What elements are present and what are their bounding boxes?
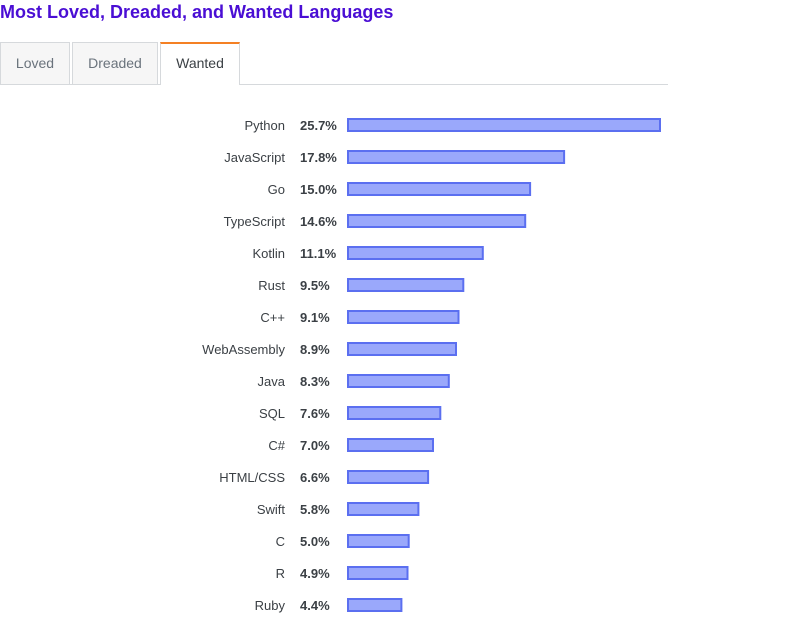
bar: [347, 438, 434, 452]
category-label: JavaScript: [224, 150, 285, 165]
bar: [347, 278, 465, 292]
value-label: 17.8%: [300, 150, 337, 165]
bar: [347, 342, 457, 356]
bar: [347, 406, 442, 420]
bar: [347, 310, 460, 324]
value-label: 5.0%: [300, 534, 330, 549]
page-title: Most Loved, Dreaded, and Wanted Language…: [0, 2, 394, 22]
category-label: Kotlin: [252, 246, 285, 261]
bar: [347, 150, 566, 164]
category-label: HTML/CSS: [219, 470, 285, 485]
value-label: 9.5%: [300, 278, 330, 293]
tab-bar: Loved Dreaded Wanted: [0, 42, 668, 85]
bar: [347, 214, 527, 228]
category-label: C#: [268, 438, 285, 453]
value-label: 7.0%: [300, 438, 330, 453]
bar: [347, 470, 430, 484]
category-label: Java: [258, 374, 286, 389]
value-label: 14.6%: [300, 214, 337, 229]
category-label: Ruby: [255, 598, 286, 613]
tab-dreaded[interactable]: Dreaded: [72, 42, 158, 84]
value-label: 25.7%: [300, 118, 337, 133]
bar: [347, 502, 420, 516]
tab-wanted[interactable]: Wanted: [160, 42, 240, 85]
category-label: Go: [268, 182, 285, 197]
value-label: 7.6%: [300, 406, 330, 421]
category-label: Python: [245, 118, 285, 133]
category-label: C++: [260, 310, 285, 325]
value-label: 9.1%: [300, 310, 330, 325]
value-label: 5.8%: [300, 502, 330, 517]
bar: [347, 566, 409, 580]
category-label: C: [276, 534, 285, 549]
category-label: Swift: [257, 502, 286, 517]
value-label: 4.4%: [300, 598, 330, 613]
category-label: Rust: [258, 278, 285, 293]
bar: [347, 534, 410, 548]
category-label: SQL: [259, 406, 285, 421]
bar: [347, 182, 532, 196]
value-label: 8.3%: [300, 374, 330, 389]
value-label: 11.1%: [300, 246, 337, 261]
value-label: 4.9%: [300, 566, 330, 581]
tab-loved[interactable]: Loved: [0, 42, 70, 84]
category-label: TypeScript: [224, 214, 286, 229]
bar: [347, 118, 661, 132]
bar: [347, 598, 403, 612]
bar: [347, 246, 484, 260]
value-label: 6.6%: [300, 470, 330, 485]
category-label: WebAssembly: [202, 342, 285, 357]
value-label: 15.0%: [300, 182, 337, 197]
category-label: R: [276, 566, 285, 581]
value-label: 8.9%: [300, 342, 330, 357]
bar: [347, 374, 450, 388]
